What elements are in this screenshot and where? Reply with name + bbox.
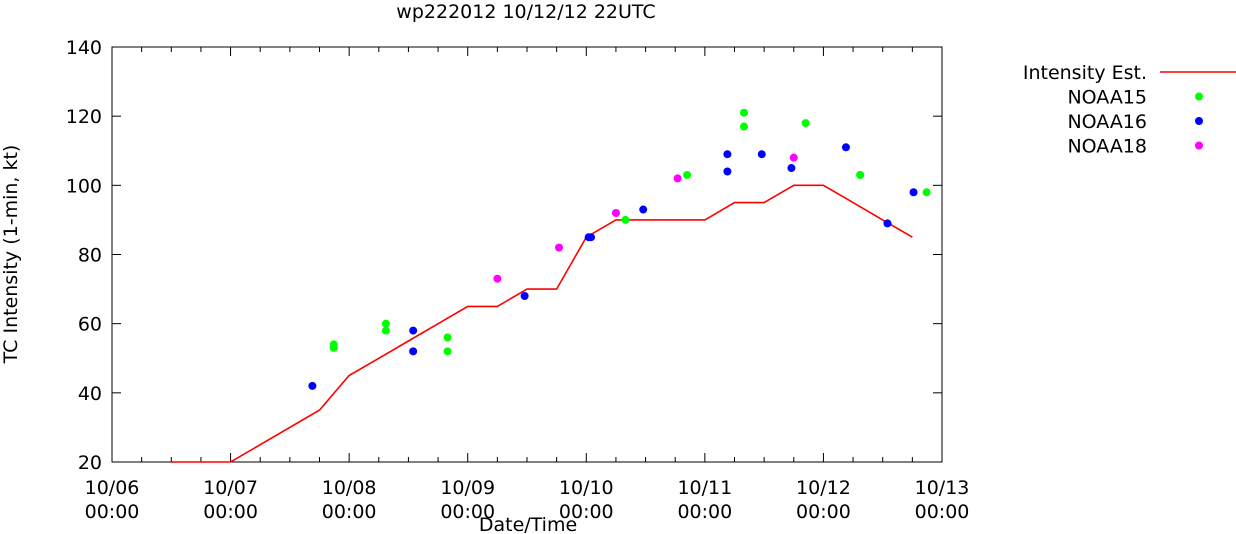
x-tick-label-time: 00:00 (796, 501, 851, 523)
y-tick-label: 140 (66, 37, 102, 59)
data-point-noaa16 (639, 205, 648, 214)
x-tick-label-date: 10/08 (322, 477, 377, 499)
x-tick-label-date: 10/12 (796, 477, 851, 499)
y-tick-label: 20 (78, 452, 102, 474)
data-point-noaa15 (856, 170, 865, 179)
series-layer (171, 108, 931, 463)
x-tick-label-date: 10/11 (677, 477, 732, 499)
x-tick-label-time: 00:00 (677, 501, 732, 523)
x-axis-label: Date/Time (479, 514, 577, 534)
legend-label-noaa18: NOAA18 (1067, 136, 1147, 158)
plot-border (111, 46, 943, 463)
y-tick-label: 40 (78, 383, 102, 405)
y-tick-label: 120 (66, 106, 102, 128)
data-point-noaa15 (801, 119, 810, 128)
data-point-noaa16 (409, 347, 418, 356)
data-point-noaa16 (723, 150, 732, 159)
data-point-noaa15 (683, 170, 692, 179)
chart-title: wp222012 10/12/12 22UTC (396, 1, 655, 23)
data-point-noaa16 (409, 326, 418, 335)
data-point-noaa15 (381, 319, 390, 328)
legend-swatch-point (1195, 117, 1203, 125)
x-axis: 10/0600:0010/0700:0010/0800:0010/0900:00… (85, 47, 970, 523)
data-point-noaa18 (493, 274, 502, 283)
y-axis-label: TC Intensity (1-min, kt) (0, 145, 22, 365)
legend-swatch-point (1195, 92, 1203, 101)
data-point-noaa16 (909, 188, 918, 197)
x-tick-label-date: 10/06 (85, 477, 140, 499)
plot-area (111, 46, 943, 463)
data-point-noaa15 (739, 108, 748, 117)
data-point-noaa15 (922, 188, 931, 197)
data-point-noaa18 (673, 174, 682, 183)
x-tick-label-time: 00:00 (85, 501, 140, 523)
legend-label-noaa15: NOAA15 (1067, 87, 1147, 109)
legend-swatch-point (1195, 141, 1203, 150)
data-point-noaa16 (520, 292, 529, 300)
x-tick-label-time: 00:00 (559, 501, 614, 523)
data-point-noaa16 (587, 233, 596, 242)
y-axis: 20 40 60 80 100 120 140 (66, 37, 942, 474)
data-point-noaa18 (611, 209, 620, 217)
data-point-noaa15 (329, 343, 338, 352)
data-point-noaa18 (555, 243, 564, 252)
data-point-noaa16 (308, 381, 317, 390)
x-tick-label-time: 00:00 (915, 501, 970, 523)
x-tick-label-time: 00:00 (203, 501, 258, 523)
series-line-intensity-est (171, 184, 913, 463)
data-point-noaa18 (789, 153, 798, 162)
y-tick-label: 60 (78, 314, 102, 336)
x-tick-label-time: 00:00 (322, 501, 377, 523)
data-point-noaa16 (723, 167, 732, 176)
data-point-noaa15 (443, 333, 452, 342)
data-point-noaa15 (621, 215, 630, 224)
x-tick-label-date: 10/13 (915, 477, 970, 499)
y-tick-label: 100 (66, 175, 102, 197)
legend-label-noaa16: NOAA16 (1067, 111, 1147, 133)
data-point-noaa15 (443, 347, 452, 356)
x-tick-label-date: 10/07 (203, 477, 258, 499)
data-point-noaa15 (381, 326, 390, 335)
x-tick-label-time: 00:00 (440, 501, 495, 523)
y-tick-label: 80 (78, 245, 102, 267)
data-point-noaa16 (757, 150, 766, 159)
data-point-noaa16 (883, 219, 892, 228)
data-point-noaa15 (739, 122, 748, 131)
legend-label-intensity-est: Intensity Est. (1023, 62, 1147, 84)
data-point-noaa16 (787, 164, 796, 173)
x-tick-label-date: 10/09 (440, 477, 495, 499)
data-point-noaa16 (841, 143, 850, 152)
x-tick-label-date: 10/10 (559, 477, 614, 499)
